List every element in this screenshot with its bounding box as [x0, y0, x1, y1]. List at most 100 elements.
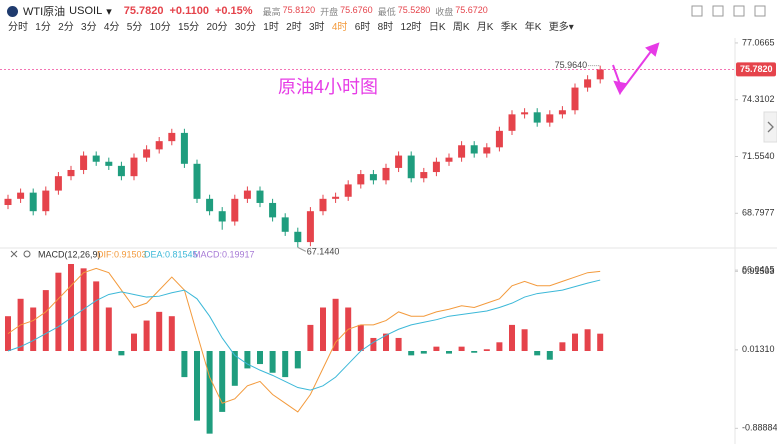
period-button[interactable]: 5分	[126, 22, 143, 33]
symbol[interactable]: WTI原油	[23, 6, 66, 18]
macd-bar	[143, 320, 150, 351]
period-button[interactable]: 20分	[206, 22, 228, 33]
period-button[interactable]: 3时	[309, 22, 325, 33]
stats: 最高 75.8120 开盘 75.6760 最低 75.5280 收盘 75.6720	[263, 5, 493, 18]
last-price-label: 75.7820	[740, 64, 773, 74]
macd-bar	[219, 351, 226, 412]
candle-body	[332, 196, 340, 199]
legend-dea: DEA:0.81545	[144, 249, 198, 259]
change-pct: +0.15%	[214, 5, 253, 17]
macd-bar	[395, 337, 402, 351]
period-button[interactable]: 周K	[452, 22, 470, 33]
annotation: 原油4小时图	[278, 77, 378, 97]
stat-value: 75.8120	[282, 4, 316, 15]
candle-body	[256, 190, 264, 203]
dropdown[interactable]: ▾	[106, 5, 112, 18]
period-button[interactable]: 10分	[149, 22, 171, 33]
macd-bar	[383, 333, 389, 351]
macd-bar	[408, 351, 415, 356]
period-button[interactable]: 4时	[331, 22, 348, 33]
macd-bar	[370, 337, 377, 351]
icon-settings[interactable]	[733, 5, 745, 17]
period-button[interactable]: 年K	[524, 22, 542, 33]
macd-line	[7, 267, 601, 413]
icon-fullscreen[interactable]	[754, 5, 766, 17]
candle-body	[155, 141, 163, 150]
macd-bar	[496, 342, 503, 351]
y-tick-label: 74.3102	[742, 94, 775, 104]
arrow-head	[645, 42, 660, 57]
candle-body	[269, 202, 277, 218]
candle-body	[483, 147, 491, 154]
last-price-tag	[736, 62, 776, 77]
candle-body	[344, 184, 352, 197]
period-button[interactable]: 12时	[400, 22, 422, 33]
close-icon[interactable]	[10, 250, 18, 258]
macd-line	[7, 279, 601, 391]
macd-bar	[105, 307, 112, 351]
candle-body	[218, 211, 226, 222]
period-button[interactable]: 3分	[81, 22, 97, 33]
candle-body	[495, 130, 503, 148]
period-button[interactable]: 4分	[103, 22, 120, 33]
symbol-icon	[7, 5, 18, 17]
candle-body	[243, 190, 251, 199]
period-button[interactable]: 2时	[286, 22, 302, 33]
change: +0.1100	[169, 5, 209, 17]
candle-body	[54, 176, 62, 191]
period-button[interactable]: 更多▾	[548, 22, 574, 33]
macd-bar	[572, 333, 578, 351]
period-button[interactable]: 日K	[428, 22, 446, 33]
macd-bar	[320, 307, 326, 351]
icon-indicator[interactable]	[712, 5, 724, 17]
period-button[interactable]: 30分	[234, 22, 256, 33]
candle-body	[130, 157, 138, 177]
macd-bar	[471, 351, 478, 353]
macd-bar	[206, 351, 213, 434]
period-button[interactable]: 15分	[178, 22, 200, 33]
period-button[interactable]: 2分	[58, 22, 74, 33]
macd-bar	[433, 346, 440, 351]
macd-bar	[269, 351, 276, 373]
macd-bar	[131, 333, 137, 351]
candle-body	[206, 198, 214, 212]
candle-body	[180, 132, 188, 164]
macd-bar	[559, 342, 566, 351]
candle-body	[306, 211, 314, 243]
macd-bar	[294, 351, 301, 369]
macd-icons[interactable]	[10, 250, 31, 258]
macd-bar	[546, 351, 553, 360]
legend-dif: DIF:0.91503	[97, 249, 147, 259]
period-button[interactable]: 1时	[263, 22, 279, 33]
macd-bar	[420, 351, 427, 354]
period-button[interactable]: 8时	[377, 22, 394, 33]
candle-body	[319, 198, 327, 212]
y-tick-label: 68.7977	[742, 208, 775, 218]
period-button[interactable]: 分时	[8, 22, 28, 33]
candle-body	[546, 114, 554, 123]
candle-body	[294, 231, 302, 243]
macd-bar	[282, 351, 289, 378]
side-toggle[interactable]	[763, 111, 777, 143]
side-toggle-box[interactable]	[763, 111, 777, 143]
icon-draw[interactable]	[691, 5, 703, 17]
period-button[interactable]: 月K	[476, 22, 494, 33]
period-button[interactable]: 季K	[500, 22, 518, 33]
toolbar-icons[interactable]	[691, 5, 766, 17]
candle-body	[508, 114, 516, 131]
y-tick-label: 66.0415	[742, 264, 775, 274]
period-button[interactable]: 1分	[35, 22, 51, 33]
candle-body	[445, 157, 453, 162]
settings-icon[interactable]	[23, 250, 31, 258]
period-button[interactable]: 6时	[354, 22, 371, 33]
candle-body	[231, 198, 239, 222]
macd-bar	[332, 298, 339, 351]
macd-bar	[93, 281, 100, 351]
macd-bar	[446, 351, 452, 354]
stat-label: 最高	[262, 6, 281, 17]
candle-body	[533, 112, 541, 123]
macd-bar	[521, 329, 528, 351]
code[interactable]: USOIL	[69, 5, 103, 17]
price: 75.7820	[123, 5, 164, 17]
